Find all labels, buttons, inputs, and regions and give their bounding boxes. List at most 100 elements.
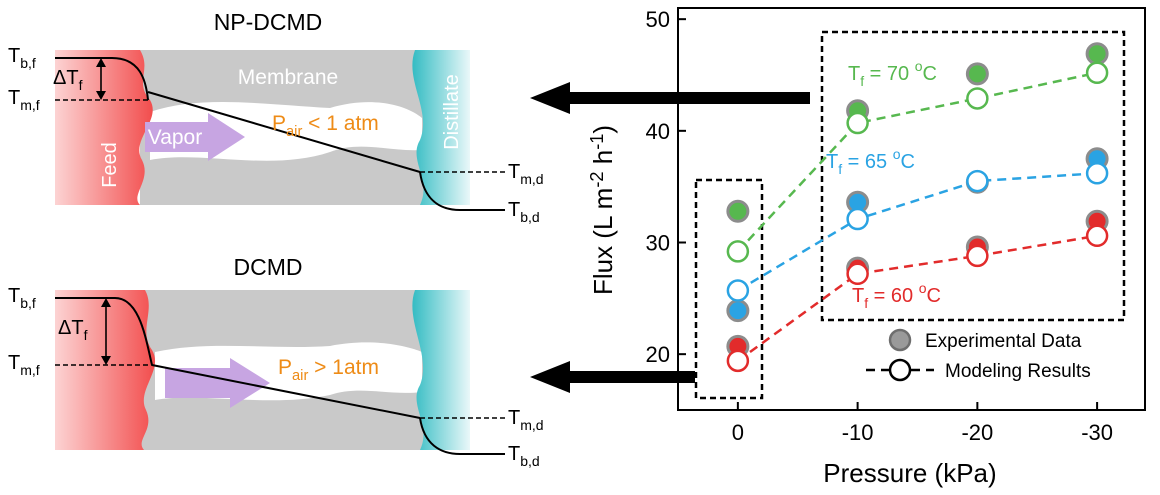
- feed: [55, 50, 153, 205]
- y-tick-label: 40: [646, 119, 670, 144]
- y-axis-title: Flux (L m-2 h-1): [587, 125, 618, 295]
- temp-profile: [419, 417, 505, 455]
- label-sub: b,d: [520, 209, 539, 225]
- legend-label: Experimental Data: [925, 331, 1082, 352]
- label-main: < 1 atm: [302, 112, 378, 135]
- label: ΔTf: [58, 317, 88, 343]
- x-tick-label: -20: [961, 420, 993, 445]
- annotation-part: C: [901, 151, 915, 173]
- model-point: [966, 169, 989, 193]
- label-main: T: [8, 285, 20, 307]
- temp-profile: [419, 171, 505, 211]
- label-main: T: [8, 87, 20, 109]
- annotation: Tf = 70 oC: [848, 58, 937, 89]
- label: Tb,d: [508, 199, 540, 225]
- annotation-part: T: [848, 63, 860, 85]
- label: Pair < 1 atm: [272, 112, 379, 140]
- label-sub: air: [292, 368, 308, 384]
- chart: Pressure (kPa) Flux (L m-2 h-1) 20 30 40 50…: [587, 7, 1146, 488]
- model-point: [846, 207, 869, 231]
- label-main: ΔT: [58, 317, 84, 339]
- model-point: [1085, 61, 1109, 85]
- label: Pair > 1atm: [278, 356, 379, 384]
- label: Tm,f: [8, 352, 40, 378]
- diagram-title: DCMD: [234, 254, 303, 280]
- dcmd-diagram: DCMD Tb,f ΔTf Tm,f Pair > 1atm Tm,d Tb,d: [8, 254, 544, 469]
- experimental-point: [726, 199, 750, 223]
- annotation-part: o: [915, 58, 923, 74]
- x-tick-label: 0: [732, 420, 744, 445]
- model-point: [846, 111, 869, 135]
- label-sub: m,f: [20, 97, 40, 113]
- model-point: [726, 349, 750, 373]
- connector-arrow: [530, 361, 695, 393]
- annotation-part: = 60: [868, 285, 919, 307]
- label-main: T: [8, 45, 20, 67]
- feed: [55, 290, 156, 450]
- annotation-part: o: [893, 146, 901, 162]
- annotation-part: C: [927, 285, 941, 307]
- y-tick-label: 20: [646, 342, 670, 367]
- label-main: T: [508, 161, 520, 183]
- annotation-part: o: [919, 280, 927, 296]
- label-sub: m,d: [520, 417, 543, 433]
- model-point: [966, 87, 989, 110]
- annotation-part: f: [864, 295, 868, 311]
- annotation-part: = 70: [864, 63, 915, 85]
- x-axis-title: Pressure (kPa): [823, 458, 996, 488]
- connector-arrow: [530, 82, 810, 114]
- highlight-box: [694, 178, 764, 400]
- arrow-head: [101, 356, 111, 365]
- np-dcmd-diagram: NP-DCMD Vapor Membrane Distillate Feed T…: [8, 9, 544, 225]
- label: Tm,f: [8, 87, 40, 113]
- annotation-part: C: [923, 63, 937, 85]
- arrow-head: [101, 298, 111, 307]
- y-tick-label: 50: [646, 7, 670, 32]
- temp-profile: [151, 364, 421, 419]
- experimental-point: [965, 62, 989, 86]
- experimental-point: [726, 299, 750, 323]
- label: Tm,d: [508, 407, 544, 433]
- model-point: [1085, 162, 1109, 185]
- label-main: > 1atm: [308, 356, 379, 379]
- feed-label: Feed: [99, 142, 121, 188]
- diagram-title: NP-DCMD: [214, 9, 323, 35]
- x-tick-label: -10: [842, 420, 874, 445]
- distillate: [412, 50, 470, 205]
- annotation-part: f: [860, 73, 864, 89]
- y-title-part: Flux (L m: [588, 188, 618, 295]
- legend-marker: [888, 358, 912, 382]
- label-main: T: [508, 407, 520, 429]
- label-sub: f: [84, 327, 88, 343]
- vapor-label: Vapor: [148, 126, 202, 149]
- label-main: T: [8, 352, 20, 374]
- label: Tb,f: [8, 285, 36, 311]
- model-point: [846, 262, 869, 286]
- temp-profile: [55, 57, 149, 101]
- y-title-part: h: [588, 150, 618, 172]
- x-tick-label: -30: [1081, 420, 1113, 445]
- label-sub: m,f: [20, 362, 40, 378]
- label: ΔTf: [53, 67, 83, 93]
- legend-label: Modeling Results: [945, 361, 1091, 382]
- y-title-sup: -2: [587, 171, 607, 187]
- arrow-head: [96, 91, 106, 100]
- vapor-arrow: [145, 113, 245, 161]
- annotation: Tf = 65 oC: [826, 146, 915, 177]
- label-sub: b,f: [20, 295, 36, 311]
- arrow-head: [96, 58, 106, 67]
- membrane-label: Membrane: [238, 66, 338, 89]
- label: Tm,d: [508, 161, 544, 187]
- label-main: P: [278, 356, 292, 379]
- label-main: ΔT: [53, 67, 79, 89]
- label-main: T: [508, 199, 520, 221]
- annotation: Tf = 60 oC: [852, 280, 941, 311]
- label-sub: b,f: [20, 55, 36, 71]
- distillate-label: Distillate: [441, 74, 463, 150]
- model-point: [726, 279, 750, 302]
- model-point: [1085, 224, 1109, 248]
- temp-profile: [147, 91, 421, 173]
- experimental-point: [1085, 42, 1109, 66]
- label-sub: m,d: [520, 171, 543, 187]
